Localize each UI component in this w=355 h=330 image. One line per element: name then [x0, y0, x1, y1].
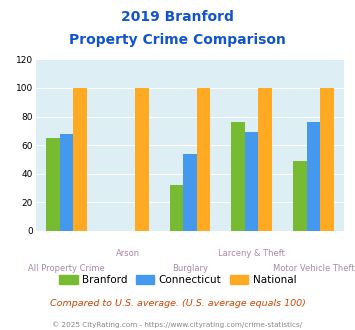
- Text: Larceny & Theft: Larceny & Theft: [218, 249, 285, 258]
- Text: Arson: Arson: [116, 249, 140, 258]
- Text: Motor Vehicle Theft: Motor Vehicle Theft: [273, 264, 354, 273]
- Text: © 2025 CityRating.com - https://www.cityrating.com/crime-statistics/: © 2025 CityRating.com - https://www.city…: [53, 322, 302, 328]
- Bar: [231, 122, 245, 231]
- Bar: [245, 132, 258, 231]
- Bar: [258, 88, 272, 231]
- Bar: [307, 122, 320, 231]
- Bar: [135, 88, 148, 231]
- Text: Property Crime Comparison: Property Crime Comparison: [69, 33, 286, 47]
- Text: Compared to U.S. average. (U.S. average equals 100): Compared to U.S. average. (U.S. average …: [50, 299, 305, 308]
- Legend: Branford, Connecticut, National: Branford, Connecticut, National: [55, 271, 300, 289]
- Bar: [46, 138, 60, 231]
- Bar: [60, 134, 73, 231]
- Bar: [197, 88, 210, 231]
- Bar: [320, 88, 334, 231]
- Bar: [170, 185, 183, 231]
- Bar: [73, 88, 87, 231]
- Text: 2019 Branford: 2019 Branford: [121, 10, 234, 24]
- Bar: [183, 154, 197, 231]
- Bar: [293, 161, 307, 231]
- Text: Burglary: Burglary: [172, 264, 208, 273]
- Text: All Property Crime: All Property Crime: [28, 264, 105, 273]
